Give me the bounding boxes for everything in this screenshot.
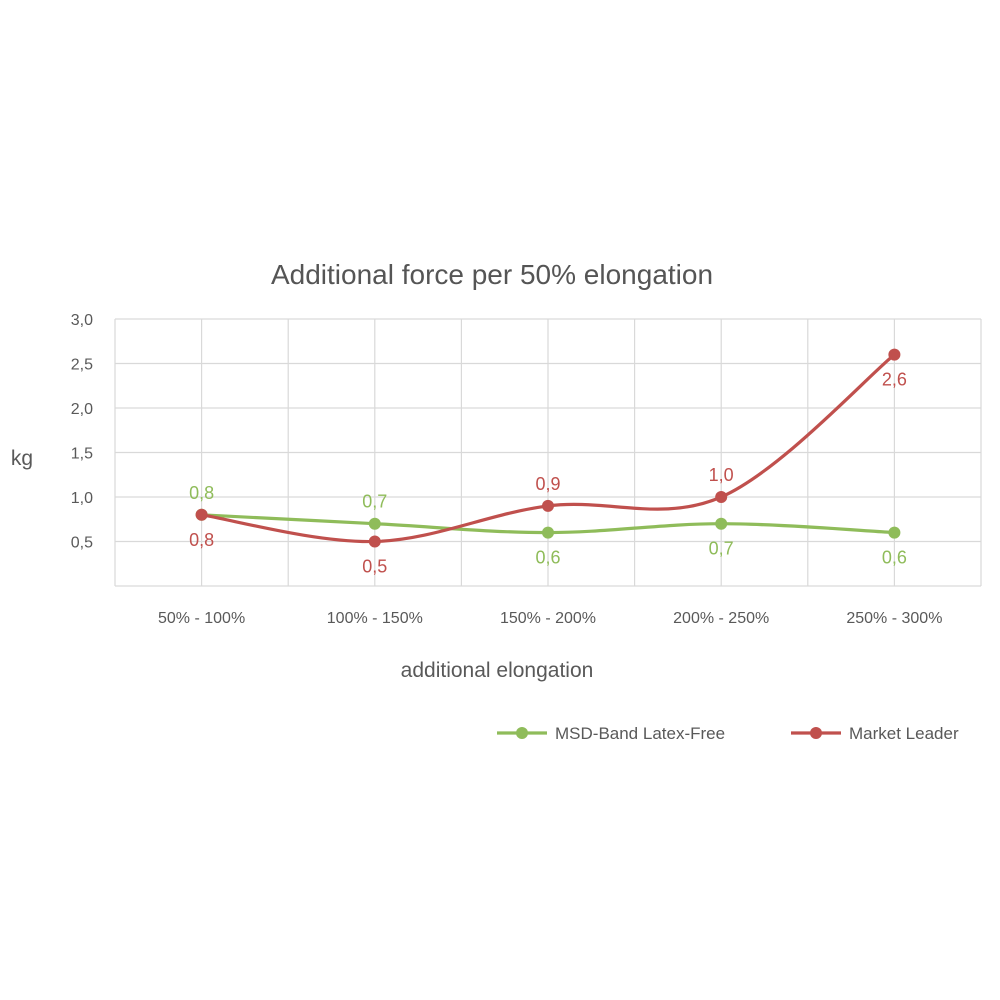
x-axis-title: additional elongation (401, 659, 594, 682)
legend-label: MSD-Band Latex-Free (555, 724, 725, 743)
series-lines (195, 348, 901, 548)
data-point (715, 517, 728, 530)
x-tick-label: 50% - 100% (158, 610, 245, 627)
data-point (888, 348, 901, 361)
data-label: 1,0 (709, 465, 734, 485)
legend-label: Market Leader (849, 724, 959, 743)
data-label: 0,6 (882, 548, 907, 568)
x-tick-label: 200% - 250% (673, 610, 769, 627)
data-label: 0,7 (709, 539, 734, 559)
data-point (368, 535, 381, 548)
y-tick-label: 1,0 (71, 490, 93, 507)
chart-title: Additional force per 50% elongation (271, 259, 713, 290)
y-tick-label: 1,5 (71, 446, 93, 463)
legend: MSD-Band Latex-Free Market Leader (497, 724, 959, 743)
data-label: 0,7 (362, 492, 387, 512)
y-tick-label: 0,5 (71, 535, 93, 552)
y-tick-label: 2,5 (71, 357, 93, 374)
y-axis-title: kg (11, 447, 33, 470)
legend-swatch-marker (516, 727, 528, 739)
gridlines (114, 318, 982, 587)
data-label: 0,9 (535, 474, 560, 494)
legend-swatch-marker (810, 727, 822, 739)
y-tick-label: 3,0 (71, 312, 93, 329)
data-point (195, 508, 208, 521)
data-point (368, 517, 381, 530)
data-label: 2,6 (882, 370, 907, 390)
data-point (542, 499, 554, 512)
data-point (542, 526, 554, 539)
data-label: 0,8 (189, 530, 214, 550)
y-tick-label: 2,0 (71, 401, 93, 418)
x-tick-label: 100% - 150% (327, 610, 423, 627)
data-label: 0,8 (189, 483, 214, 503)
data-label: 0,5 (362, 557, 387, 577)
data-label: 0,6 (535, 548, 560, 568)
legend-item-0: MSD-Band Latex-Free (497, 724, 725, 743)
y-tick-labels: 0,5 1,0 1,5 2,0 2,5 3,0 (71, 312, 93, 552)
series-1 (195, 348, 901, 548)
x-tick-labels: 50% - 100% 100% - 150% 150% - 200% 200% - 2… (158, 610, 942, 627)
x-tick-label: 250% - 300% (846, 610, 942, 627)
x-tick-label: 150% - 200% (500, 610, 596, 627)
legend-item-1: Market Leader (791, 724, 959, 743)
data-point (888, 526, 901, 539)
data-labels: 0,8 0,7 0,6 0,7 0,6 0,8 0,5 0,9 1,0 2,6 (189, 370, 907, 577)
data-point (715, 491, 728, 503)
